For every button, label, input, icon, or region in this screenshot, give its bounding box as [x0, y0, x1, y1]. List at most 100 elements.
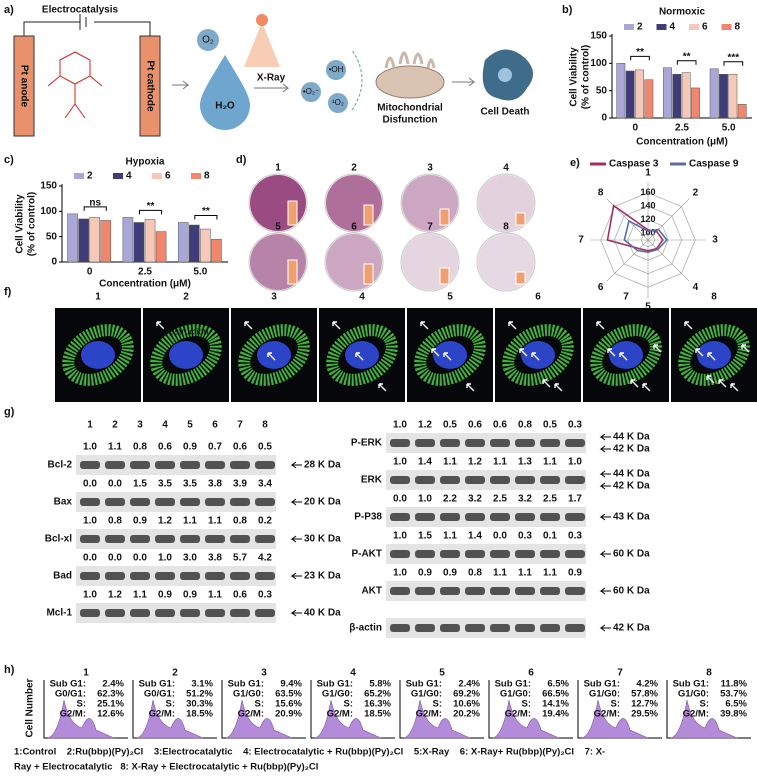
band: [465, 439, 485, 447]
bubble: [328, 93, 348, 113]
blot-value: 1.5: [133, 479, 147, 490]
arrow: [378, 383, 387, 392]
band: [565, 624, 585, 632]
vial: [515, 212, 526, 226]
protein-label: P-AKT: [351, 549, 382, 560]
blot-value: 0.6: [233, 590, 247, 601]
flow-label: G2/M:: [149, 709, 175, 720]
micrograph-label: 1: [95, 292, 101, 303]
flow-label: S:: [344, 699, 354, 710]
y-axis-label: Cell Viability: [15, 194, 26, 254]
plate-stain: [478, 234, 534, 290]
flow-value: 14.1%: [542, 699, 569, 710]
arrow: [156, 321, 165, 330]
flow-value: 30.3%: [186, 699, 213, 710]
blot-value: 3.2: [518, 494, 532, 505]
mitochondria: [590, 324, 662, 386]
bar: [616, 63, 626, 119]
band: [255, 572, 275, 580]
legend-swatch: [689, 24, 699, 30]
blot-value: 1.4: [418, 457, 432, 468]
bar: [728, 74, 738, 119]
flow-title: 4: [350, 668, 356, 679]
flow-label: S:: [700, 699, 710, 710]
blot-value: 0.9: [183, 442, 197, 453]
blot-value: 0.0: [493, 531, 507, 542]
bar: [177, 222, 189, 263]
nucleus: [257, 341, 291, 369]
bar: [625, 70, 635, 119]
flow-value: 53.7%: [720, 689, 747, 700]
arrow: [542, 379, 551, 388]
arrow: [599, 470, 611, 478]
legend-swatch: [191, 173, 201, 179]
band: [465, 624, 485, 632]
x-axis-label: Concentration (μM): [636, 137, 728, 148]
flow-value: 18.5%: [186, 709, 213, 720]
flow-label: G1/G0:: [500, 689, 531, 700]
blot-value: 0.9: [158, 590, 172, 601]
plate-stain: [402, 234, 458, 290]
flow-label: G1/G0:: [233, 689, 264, 700]
arrow: [332, 321, 341, 330]
band: [490, 550, 510, 558]
blot-value: 0.8: [233, 516, 247, 527]
flow-label: G0/G1:: [55, 689, 86, 700]
protein-label: ERK: [361, 475, 383, 486]
plate-label: 2: [351, 163, 357, 174]
blot-value: 0.8: [133, 442, 147, 453]
blot-membrane: [386, 470, 586, 490]
lane-label: 6: [212, 420, 218, 431]
panel-label: e): [570, 157, 580, 169]
band: [415, 587, 435, 595]
lane-label: 5: [187, 420, 193, 431]
bar: [635, 69, 644, 119]
flow-value: 12.6%: [97, 709, 124, 720]
blot-value: 0.0: [83, 553, 97, 564]
histogram: [492, 699, 560, 739]
arrow: [431, 348, 440, 357]
significance-bracket: [723, 61, 744, 66]
legend-swatch: [152, 173, 162, 179]
flow-value: 9.4%: [280, 679, 302, 690]
arrow: [290, 498, 302, 506]
protein-label: Bcl-xl: [45, 534, 72, 545]
blot-value: 1.0: [393, 457, 407, 468]
x-tick-label: 2.5: [138, 267, 152, 278]
lane-label: 2: [112, 420, 118, 431]
arrow: [519, 348, 528, 357]
bar: [211, 238, 222, 263]
band: [105, 572, 125, 580]
scheme-text: Pt cathode: [144, 60, 155, 112]
blot-value: 0.0: [393, 494, 407, 505]
blot-value: 0.5: [443, 420, 457, 431]
flow-value: 2.4%: [102, 679, 124, 690]
band: [205, 535, 225, 543]
spoke: [647, 239, 690, 282]
blot-value: 1.4: [468, 531, 482, 542]
band: [540, 476, 560, 484]
band: [465, 587, 485, 595]
band: [515, 476, 535, 484]
size-label: 40 K Da: [304, 608, 341, 619]
legend-text: 1:Control 2:Ru(bbp)(Py)₂Cl 3:Electrocata…: [14, 747, 605, 758]
x-tick-label: 2.5: [675, 123, 689, 134]
x-tick-label: 5.0: [722, 123, 736, 134]
band: [440, 587, 460, 595]
size-label: 60 K Da: [613, 586, 650, 597]
band: [465, 476, 485, 484]
flow-value: 18.5%: [364, 709, 391, 720]
band: [130, 535, 150, 543]
plate-label: 3: [427, 163, 433, 174]
plate-label: 8: [503, 222, 509, 233]
legend-label: Caspase 9: [689, 159, 739, 170]
arrow: [290, 535, 302, 543]
nucleus: [169, 341, 203, 369]
significance-bracket: [83, 206, 107, 211]
blot-value: 1.3: [518, 457, 532, 468]
blot-value: 1.7: [568, 494, 582, 505]
y-tick-label: 150: [590, 31, 607, 42]
mitochondrion: [384, 51, 436, 69]
category-label: 3: [712, 235, 718, 246]
